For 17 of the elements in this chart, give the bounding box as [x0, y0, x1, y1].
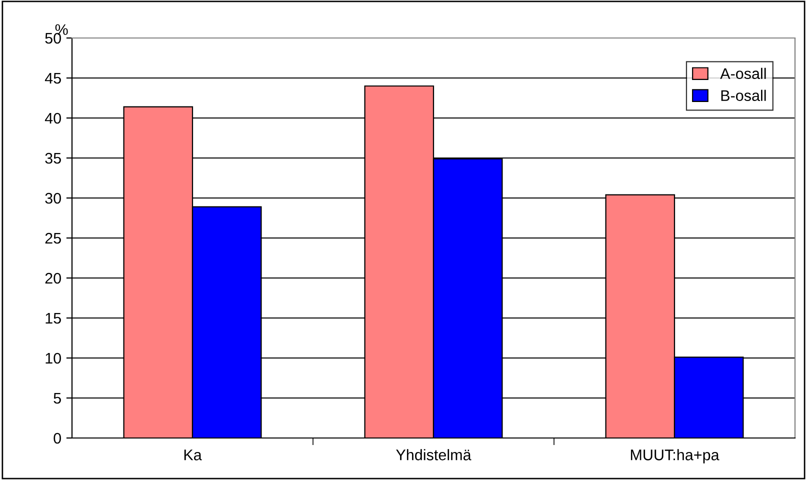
x-tick-label: MUUT:ha+pa: [630, 449, 720, 464]
y-tick-label: 35: [45, 152, 61, 164]
y-tick-label: 30: [45, 192, 61, 204]
y-tick-label: 0: [54, 432, 61, 444]
y-tick-label: 40: [44, 112, 61, 124]
legend-label: A-osall: [720, 68, 766, 80]
y-tick-label: 45: [44, 73, 61, 84]
y-axis-title: %: [55, 24, 68, 35]
y-tick-label: 15: [46, 313, 61, 324]
x-tick-label: Ka: [184, 450, 202, 460]
x-tick-label: Yhdistelmä: [396, 449, 472, 460]
y-tick-label: 25: [45, 232, 61, 244]
legend-label: B-osall: [721, 90, 766, 102]
y-tick-label: 50: [45, 32, 61, 44]
y-tick-label: 5: [54, 393, 61, 404]
y-tick-label: 20: [45, 272, 61, 284]
y-tick-label: 10: [46, 352, 61, 364]
